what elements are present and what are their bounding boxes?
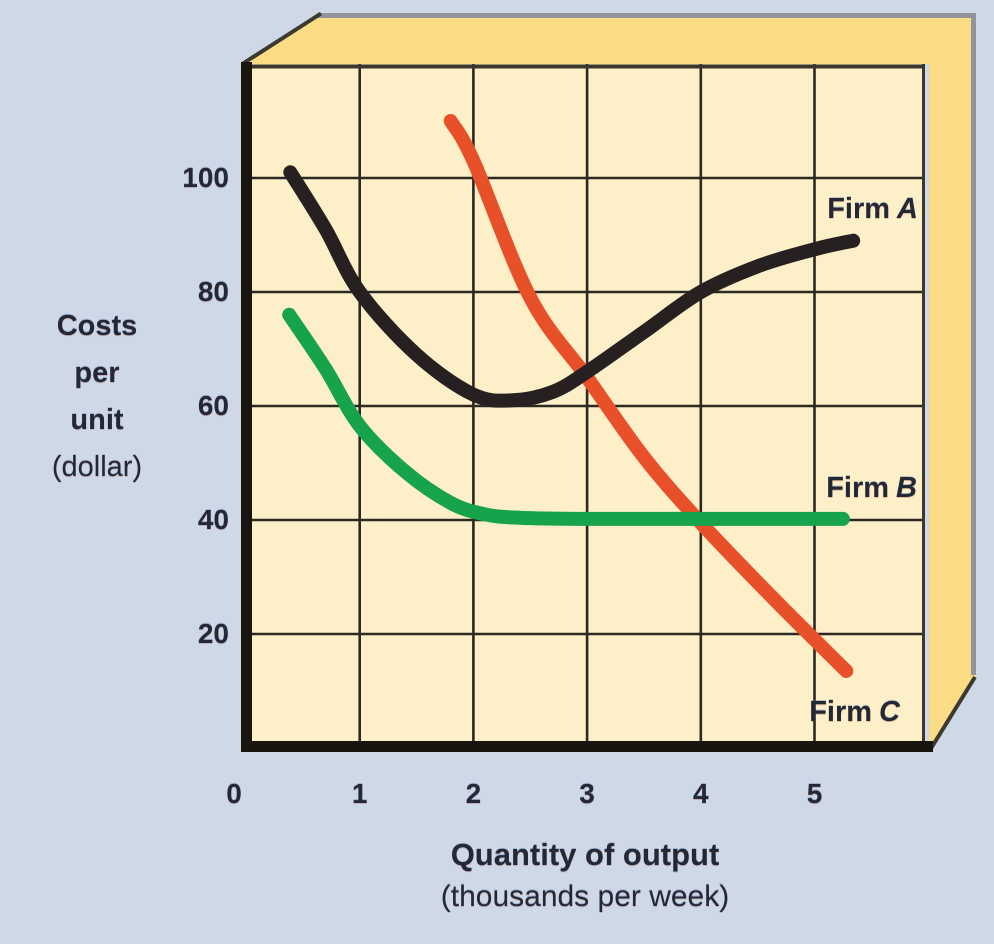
box-outer-border	[317, 13, 976, 675]
y-tick-label: 100	[182, 162, 229, 193]
y-axis-title: Costs per unit (dollar)	[18, 303, 176, 491]
x-axis-title: Quantity of output	[450, 837, 720, 872]
series-label-firm-a: Firm A	[658, 194, 918, 225]
y-axis-title-line: per	[74, 357, 120, 389]
y-tick-label: 20	[197, 618, 229, 649]
curve-firm-b	[282, 307, 850, 526]
box-3d	[241, 11, 977, 752]
y-tick-label: 40	[197, 504, 229, 535]
series-label-text: Firm	[826, 472, 890, 504]
y-axis-units: (dollar)	[51, 451, 143, 483]
series-label-letter: B	[896, 472, 917, 504]
curve-firm-c	[443, 114, 854, 678]
curve-firm-a	[283, 165, 861, 408]
box-bevel-top-left	[241, 11, 323, 66]
box-bevel-bottom-right	[928, 675, 977, 752]
series-label-text: Firm	[827, 193, 891, 225]
y-axis-title-line: Costs	[56, 310, 138, 342]
x-tick-label: 2	[465, 778, 482, 809]
x-tick-label: 0	[226, 778, 242, 809]
series-label-letter: C	[879, 696, 900, 728]
x-axis-units: (thousands per week)	[440, 880, 730, 913]
series-label-text: Firm	[809, 696, 873, 728]
x-tick-label: 5	[806, 778, 823, 809]
series-label-letter: A	[897, 193, 918, 225]
y-tick-label: 80	[197, 276, 229, 307]
y-axis-title-line: unit	[70, 404, 124, 436]
cost-curves	[282, 114, 861, 678]
y-tick-label: 60	[197, 390, 229, 421]
series-label-firm-c: Firm C	[640, 697, 900, 728]
x-tick-label: 4	[693, 778, 709, 809]
series-label-firm-b: Firm B	[657, 473, 917, 504]
x-tick-label: 3	[579, 778, 595, 809]
x-tick-label: 1	[351, 778, 368, 809]
